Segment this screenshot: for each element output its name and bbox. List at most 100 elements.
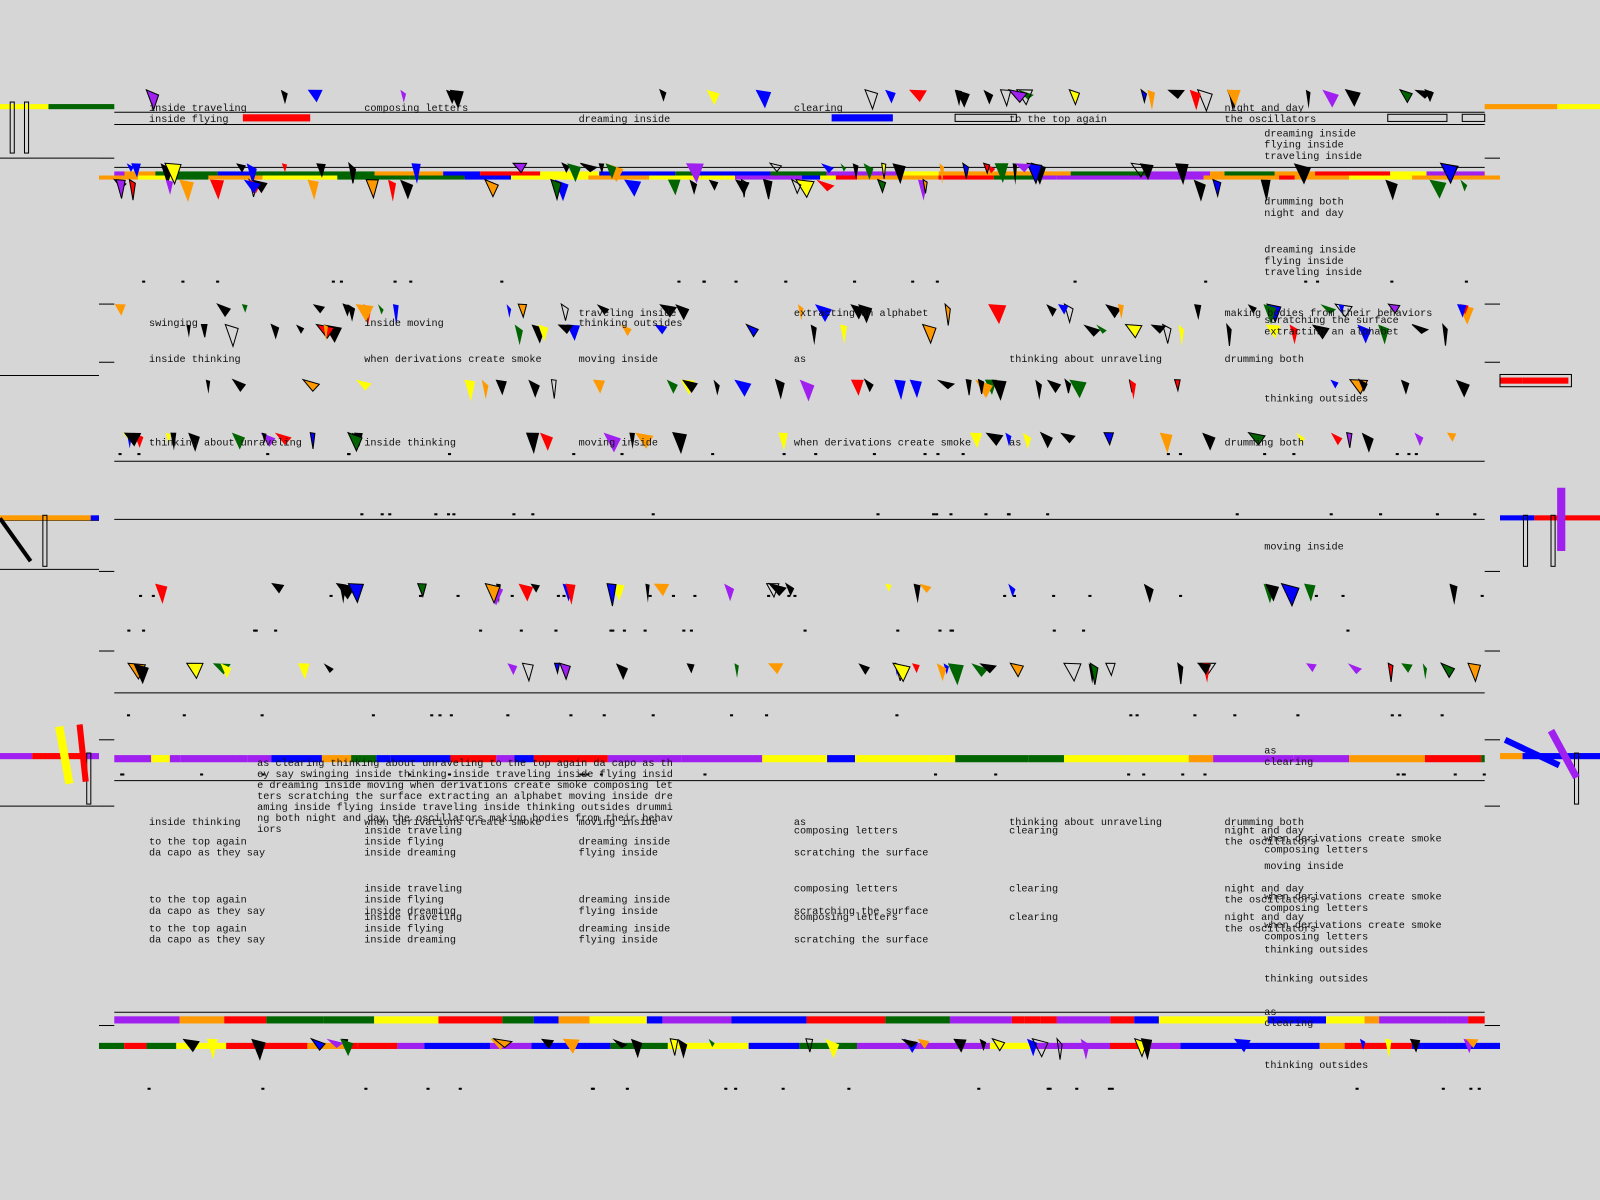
shard [805,1038,814,1053]
color-band [1070,171,1148,178]
shard [706,89,720,106]
slash [1547,728,1580,780]
tick-mark [364,1087,368,1090]
color-band [1522,377,1569,384]
color-band [1424,755,1482,763]
tick-mark [625,1087,629,1090]
shard [133,663,149,685]
tick-mark [1135,714,1139,717]
label: scratching the surface [1264,315,1399,327]
color-band [1203,175,1269,180]
shard [170,432,177,451]
shard [309,1037,326,1051]
label: when derivations create smoke [1264,920,1441,932]
color-band [533,1016,559,1024]
tick-mark [702,280,706,283]
label: inside thinking [364,438,456,450]
shard [1400,379,1410,395]
color-band [511,175,589,180]
shard [340,1038,354,1057]
shard [1226,89,1241,107]
color-band [1349,755,1425,763]
color-band [48,104,115,110]
label: inside dreaming [364,906,456,918]
color-band [735,175,803,180]
shard [580,162,598,173]
color-band [315,171,375,178]
shard [596,304,610,315]
label: inside dreaming [364,934,456,946]
shard [682,379,698,393]
tick-mark [260,714,264,717]
tick-mark [1075,1087,1079,1090]
tick-mark [1453,773,1457,776]
color-band [1500,377,1523,384]
color-band [0,753,33,760]
label: dreaming inside [579,923,671,935]
shard [900,1038,919,1048]
color-band [835,175,858,180]
color-band [114,171,125,178]
color-band [1267,1016,1327,1024]
slash [0,517,33,563]
label: moving inside [579,354,658,366]
color-band [217,171,252,178]
color-band [1364,1016,1380,1024]
shard [666,379,678,394]
tick-mark [1329,513,1333,516]
shard [606,583,617,607]
shard [814,304,832,323]
color-band [1534,515,1600,521]
color-band [855,755,929,763]
shard [231,432,246,450]
color-band [1036,175,1057,180]
label: flying inside [579,934,658,946]
color-band [1134,1016,1159,1024]
shard [481,379,489,400]
tick-mark [1235,513,1239,516]
shard [1189,89,1201,111]
color-band [1110,1016,1135,1024]
slash [55,725,74,785]
tick-mark [1193,714,1197,717]
shard [521,662,534,683]
shard [1124,323,1143,339]
shard [1320,304,1337,315]
color-band [376,755,391,763]
post [42,514,48,567]
color-band [748,1042,800,1049]
shard [1346,432,1353,448]
shard [205,379,211,394]
color-band [1294,175,1349,180]
shard [1068,88,1081,107]
shard [1305,89,1311,109]
tick-mark [118,453,122,456]
label: da capo as they say [149,848,265,860]
shard [1424,88,1434,103]
color-band [271,755,322,763]
shard [1161,323,1172,344]
shard [1105,662,1116,677]
shard [1387,303,1401,315]
label: flying inside [579,848,658,860]
tick-mark [1469,1087,1473,1090]
shard [686,663,695,674]
shard [1103,432,1115,447]
shard [179,179,194,203]
label: inside thinking [149,354,241,366]
label: inside flying [364,895,443,907]
label: drumming both [1264,197,1343,209]
shard [464,379,476,402]
tick-mark [1082,629,1086,632]
shard [1322,89,1339,108]
shard [768,162,783,173]
shard [892,163,906,185]
shard [131,163,141,178]
tick-mark [711,453,715,456]
tick-mark [1473,513,1477,516]
shard [1306,663,1317,673]
shard [971,663,989,678]
tick-mark [911,280,915,283]
shard [251,1038,266,1061]
